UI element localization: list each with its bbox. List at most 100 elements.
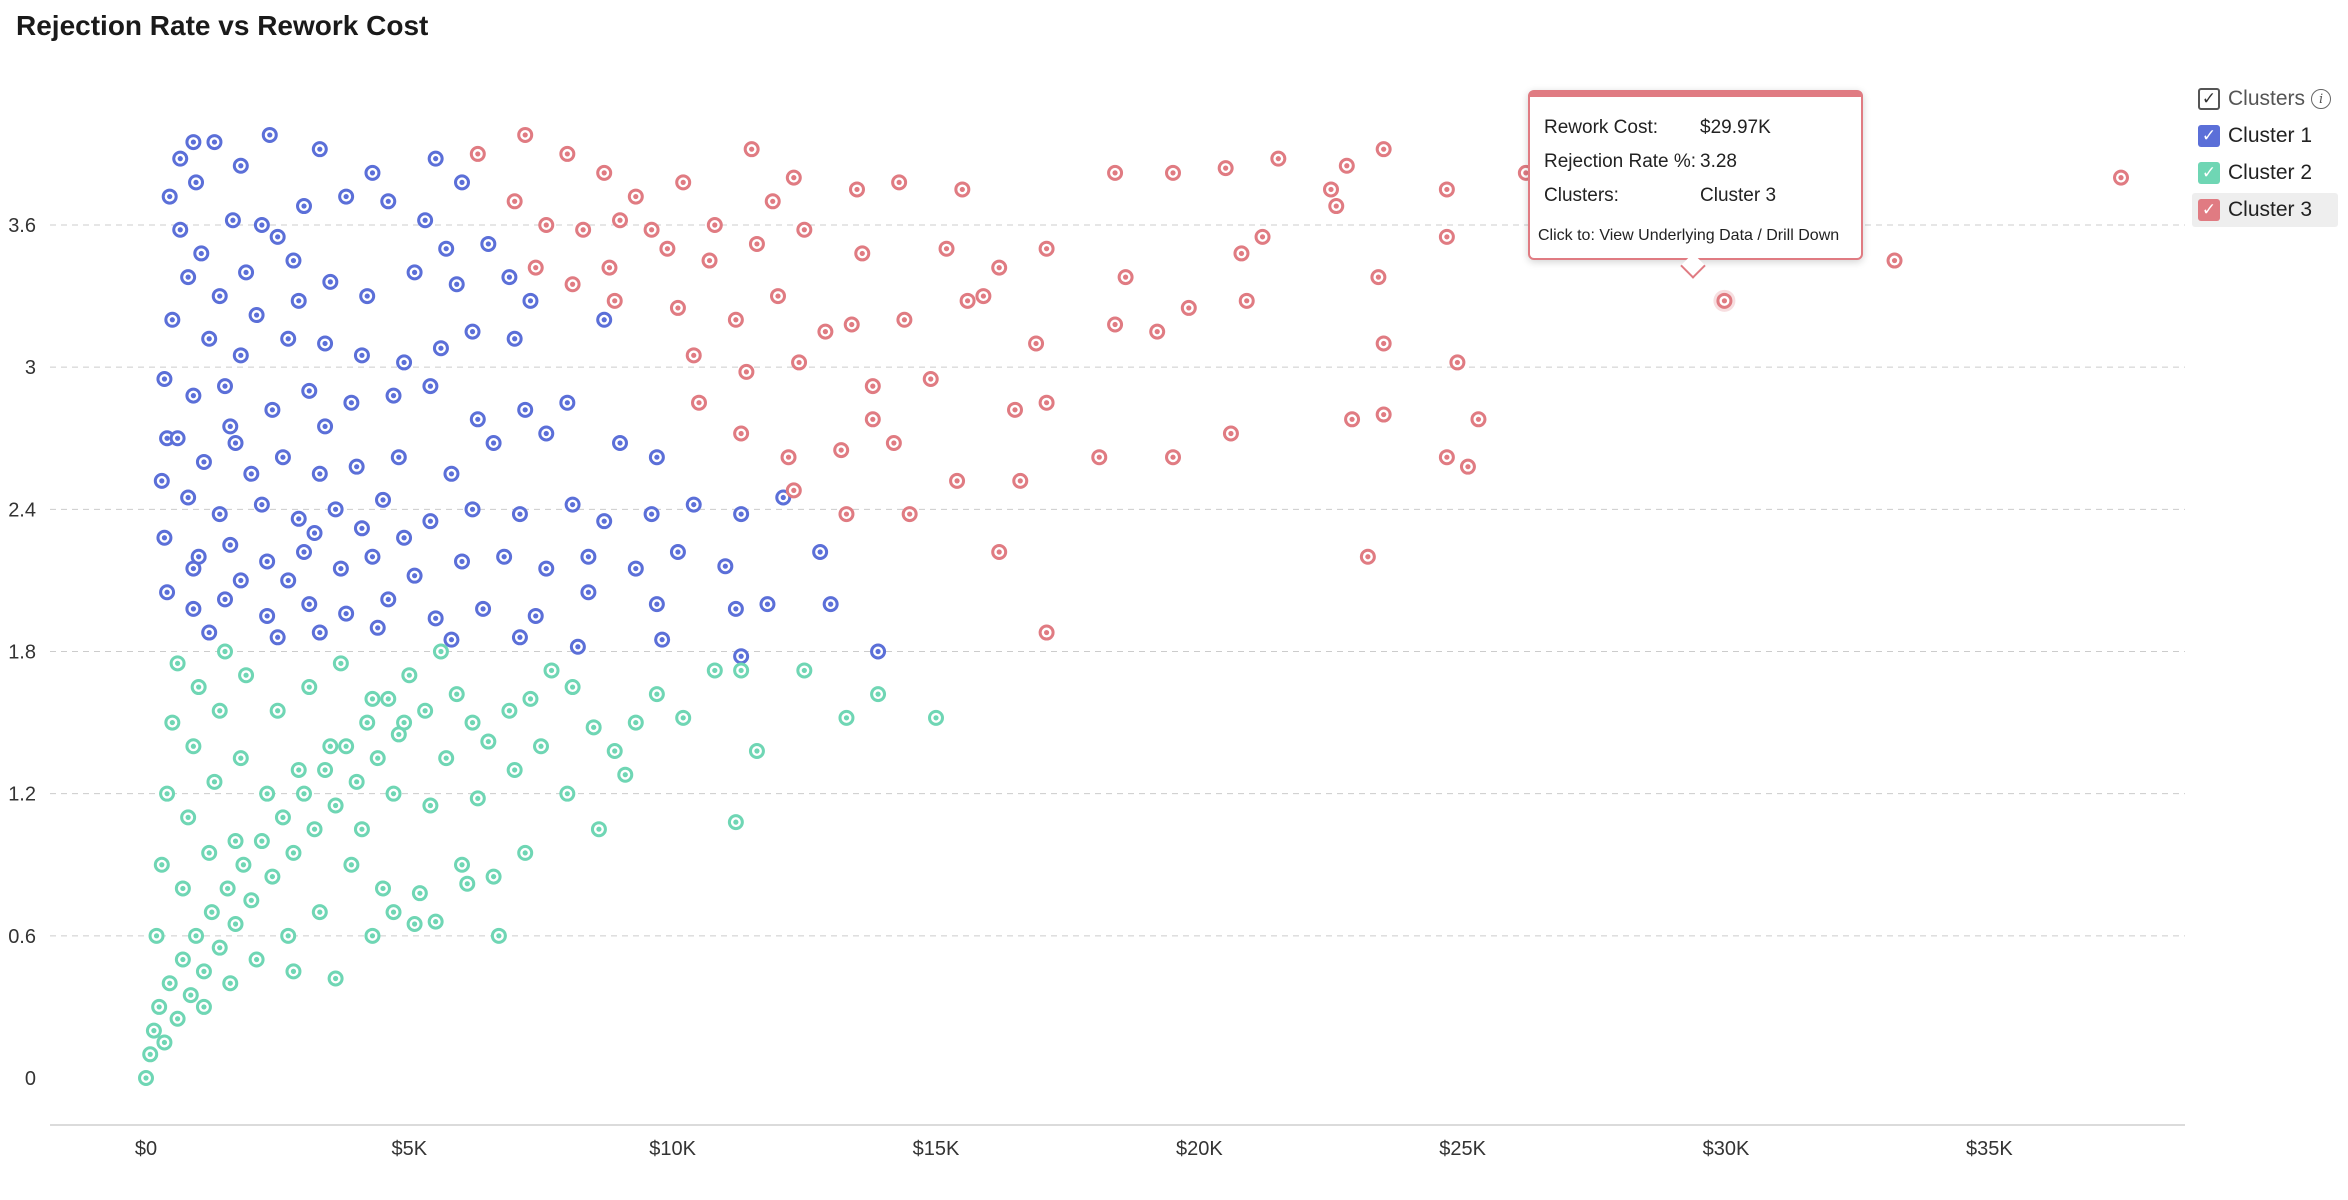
- data-point[interactable]: [301, 679, 318, 696]
- data-point[interactable]: [280, 572, 297, 589]
- data-point[interactable]: [727, 311, 744, 328]
- data-point[interactable]: [311, 465, 328, 482]
- data-point[interactable]: [274, 449, 291, 466]
- data-point[interactable]: [954, 181, 971, 198]
- data-point[interactable]: [269, 629, 286, 646]
- data-point[interactable]: [833, 442, 850, 459]
- data-point[interactable]: [195, 453, 212, 470]
- data-point[interactable]: [559, 394, 576, 411]
- data-point[interactable]: [469, 145, 486, 162]
- data-point[interactable]: [443, 465, 460, 482]
- data-point[interactable]: [601, 259, 618, 276]
- data-point[interactable]: [380, 193, 397, 210]
- data-point[interactable]: [338, 605, 355, 622]
- data-point[interactable]: [627, 714, 644, 731]
- data-point[interactable]: [180, 489, 197, 506]
- data-point[interactable]: [280, 927, 297, 944]
- data-point[interactable]: [285, 252, 302, 269]
- data-point[interactable]: [780, 449, 797, 466]
- data-point-tooltip[interactable]: Rework Cost: $29.97K Rejection Rate %: 3.2…: [1528, 90, 1863, 260]
- info-icon[interactable]: i: [2311, 89, 2332, 109]
- data-point[interactable]: [332, 655, 349, 672]
- data-point[interactable]: [648, 596, 665, 613]
- data-point[interactable]: [669, 543, 686, 560]
- data-point[interactable]: [290, 761, 307, 778]
- data-point[interactable]: [469, 790, 486, 807]
- data-point[interactable]: [185, 134, 202, 151]
- data-point[interactable]: [785, 482, 802, 499]
- data-point[interactable]: [1238, 292, 1255, 309]
- data-point[interactable]: [991, 543, 1008, 560]
- data-point[interactable]: [838, 506, 855, 523]
- data-point[interactable]: [459, 875, 476, 892]
- data-point[interactable]: [180, 809, 197, 826]
- data-point[interactable]: [190, 679, 207, 696]
- data-point[interactable]: [1107, 164, 1124, 181]
- data-point[interactable]: [259, 607, 276, 624]
- data-point[interactable]: [172, 150, 189, 167]
- data-point[interactable]: [380, 690, 397, 707]
- data-point[interactable]: [648, 449, 665, 466]
- data-point[interactable]: [153, 472, 170, 489]
- data-point[interactable]: [253, 217, 270, 233]
- data-point[interactable]: [327, 501, 344, 518]
- data-point[interactable]: [1091, 449, 1108, 466]
- data-point[interactable]: [559, 785, 576, 802]
- data-point[interactable]: [317, 418, 334, 435]
- data-point[interactable]: [422, 797, 439, 814]
- data-point[interactable]: [564, 679, 581, 696]
- data-point[interactable]: [685, 347, 702, 364]
- data-point[interactable]: [264, 868, 281, 885]
- data-point[interactable]: [748, 743, 765, 760]
- data-point[interactable]: [285, 963, 302, 980]
- data-point[interactable]: [427, 913, 444, 930]
- data-point[interactable]: [227, 434, 244, 451]
- data-point[interactable]: [627, 188, 644, 205]
- data-point[interactable]: [922, 371, 939, 388]
- data-point[interactable]: [243, 465, 260, 482]
- data-point[interactable]: [417, 702, 434, 719]
- data-point[interactable]: [142, 1046, 159, 1063]
- data-point[interactable]: [522, 292, 539, 309]
- data-point[interactable]: [235, 856, 252, 873]
- data-point[interactable]: [182, 987, 199, 1004]
- data-point[interactable]: [248, 307, 265, 324]
- data-point[interactable]: [1254, 228, 1271, 245]
- data-point[interactable]: [385, 904, 402, 921]
- data-point[interactable]: [364, 690, 381, 707]
- data-point[interactable]: [348, 458, 365, 475]
- data-point[interactable]: [380, 591, 397, 608]
- data-point[interactable]: [870, 686, 887, 703]
- data-point[interactable]: [327, 797, 344, 814]
- data-point[interactable]: [854, 245, 871, 262]
- data-point[interactable]: [343, 856, 360, 873]
- data-point[interactable]: [206, 134, 223, 151]
- data-point[interactable]: [975, 288, 992, 305]
- data-point[interactable]: [1217, 160, 1234, 177]
- data-point[interactable]: [501, 269, 518, 286]
- data-point[interactable]: [1375, 141, 1392, 158]
- data-point[interactable]: [590, 821, 607, 838]
- data-point[interactable]: [733, 648, 750, 665]
- data-point[interactable]: [301, 382, 318, 399]
- data-point[interactable]: [1449, 354, 1466, 371]
- data-point[interactable]: [385, 785, 402, 802]
- legend-checkbox-cluster-2[interactable]: ✓: [2198, 162, 2220, 184]
- data-point[interactable]: [385, 387, 402, 404]
- data-point[interactable]: [145, 1022, 162, 1039]
- data-point[interactable]: [759, 596, 776, 613]
- data-point[interactable]: [151, 998, 168, 1015]
- data-point[interactable]: [375, 880, 391, 897]
- data-point[interactable]: [480, 733, 497, 750]
- data-point[interactable]: [864, 411, 881, 428]
- data-point[interactable]: [1713, 289, 1736, 312]
- data-point[interactable]: [227, 833, 244, 850]
- data-point[interactable]: [464, 714, 481, 731]
- data-point[interactable]: [188, 927, 205, 944]
- data-point[interactable]: [253, 496, 270, 513]
- data-point[interactable]: [469, 411, 486, 428]
- data-point[interactable]: [422, 513, 439, 530]
- data-point[interactable]: [706, 662, 723, 679]
- data-point[interactable]: [353, 821, 370, 838]
- data-point[interactable]: [896, 311, 913, 328]
